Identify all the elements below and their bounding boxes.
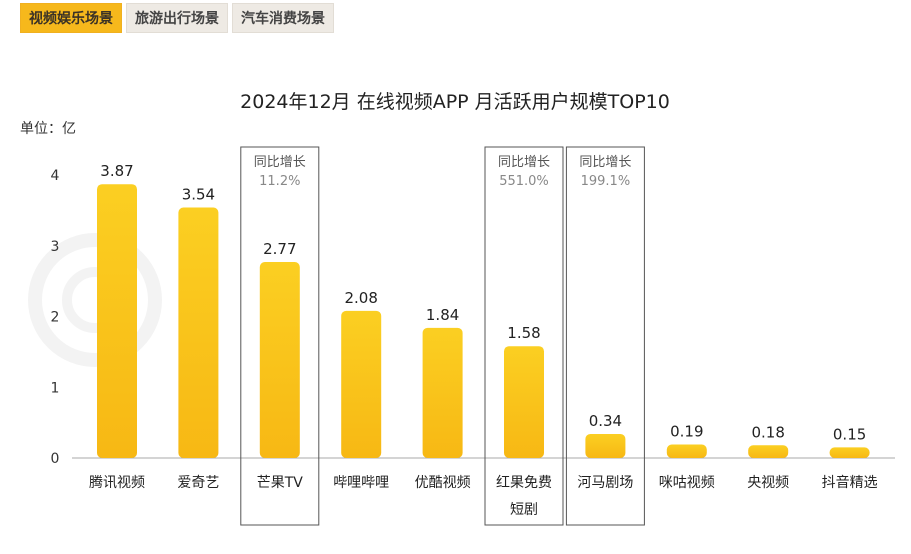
unit-label: 单位：亿 xyxy=(20,121,76,137)
x-tick-label: 腾讯视频 xyxy=(89,474,145,491)
highlight-label: 同比增长 xyxy=(254,155,306,170)
x-tick-label: 红果免费 xyxy=(496,475,552,491)
tab-auto-consumption[interactable]: 汽车消费场景 xyxy=(232,3,334,33)
x-tick-label: 咪咕视频 xyxy=(659,475,715,491)
data-label: 0.18 xyxy=(751,423,784,441)
highlight-value: 551.0% xyxy=(499,174,549,189)
highlight-label: 同比增长 xyxy=(498,155,550,170)
highlight-label: 同比增长 xyxy=(579,155,631,170)
x-tick-label: 哔哩哔哩 xyxy=(333,475,389,491)
x-tick-label: 河马剧场 xyxy=(577,475,633,491)
bar xyxy=(178,207,219,458)
x-tick-label: 芒果TV xyxy=(257,475,304,491)
data-label: 3.87 xyxy=(100,162,133,180)
x-tick-label: 优酷视频 xyxy=(415,475,471,491)
data-label: 2.08 xyxy=(344,289,377,307)
bar xyxy=(504,346,544,458)
highlight-box xyxy=(565,146,645,526)
y-tick-label: 4 xyxy=(51,168,60,184)
x-tick-label: 爱奇艺 xyxy=(177,474,219,491)
bar xyxy=(341,310,382,458)
y-tick-label: 2 xyxy=(51,310,60,326)
bar xyxy=(585,433,626,458)
bar xyxy=(422,327,463,458)
tab-video-entertainment[interactable]: 视频娱乐场景 xyxy=(20,3,122,33)
scene-tabs: 视频娱乐场景 旅游出行场景 汽车消费场景 xyxy=(20,3,334,33)
highlight-value: 11.2% xyxy=(259,174,300,189)
data-label: 2.77 xyxy=(263,240,296,258)
tab-travel[interactable]: 旅游出行场景 xyxy=(126,3,228,33)
bar xyxy=(666,444,707,458)
bar xyxy=(829,447,870,458)
y-tick-label: 0 xyxy=(51,451,60,467)
highlight-value: 199.1% xyxy=(581,174,631,189)
x-tick-label-cont: 短剧 xyxy=(510,502,538,518)
data-label: 0.15 xyxy=(833,425,866,443)
y-tick-label: 1 xyxy=(51,380,60,396)
x-tick-label: 央视频 xyxy=(747,475,789,491)
x-tick-label: 抖音精选 xyxy=(822,474,878,491)
highlight-box xyxy=(240,146,320,526)
data-label: 1.58 xyxy=(507,324,540,342)
chart-title: 2024年12月 在线视频APP 月活跃用户规模TOP10 xyxy=(240,91,670,113)
data-label: 0.34 xyxy=(589,412,622,430)
bar xyxy=(97,184,137,458)
bar xyxy=(259,262,300,458)
data-label: 3.54 xyxy=(182,186,215,204)
highlight-box xyxy=(484,146,564,526)
bar xyxy=(748,445,789,458)
y-tick-label: 3 xyxy=(51,239,60,255)
data-label: 0.19 xyxy=(670,423,703,441)
data-label: 1.84 xyxy=(426,306,459,324)
